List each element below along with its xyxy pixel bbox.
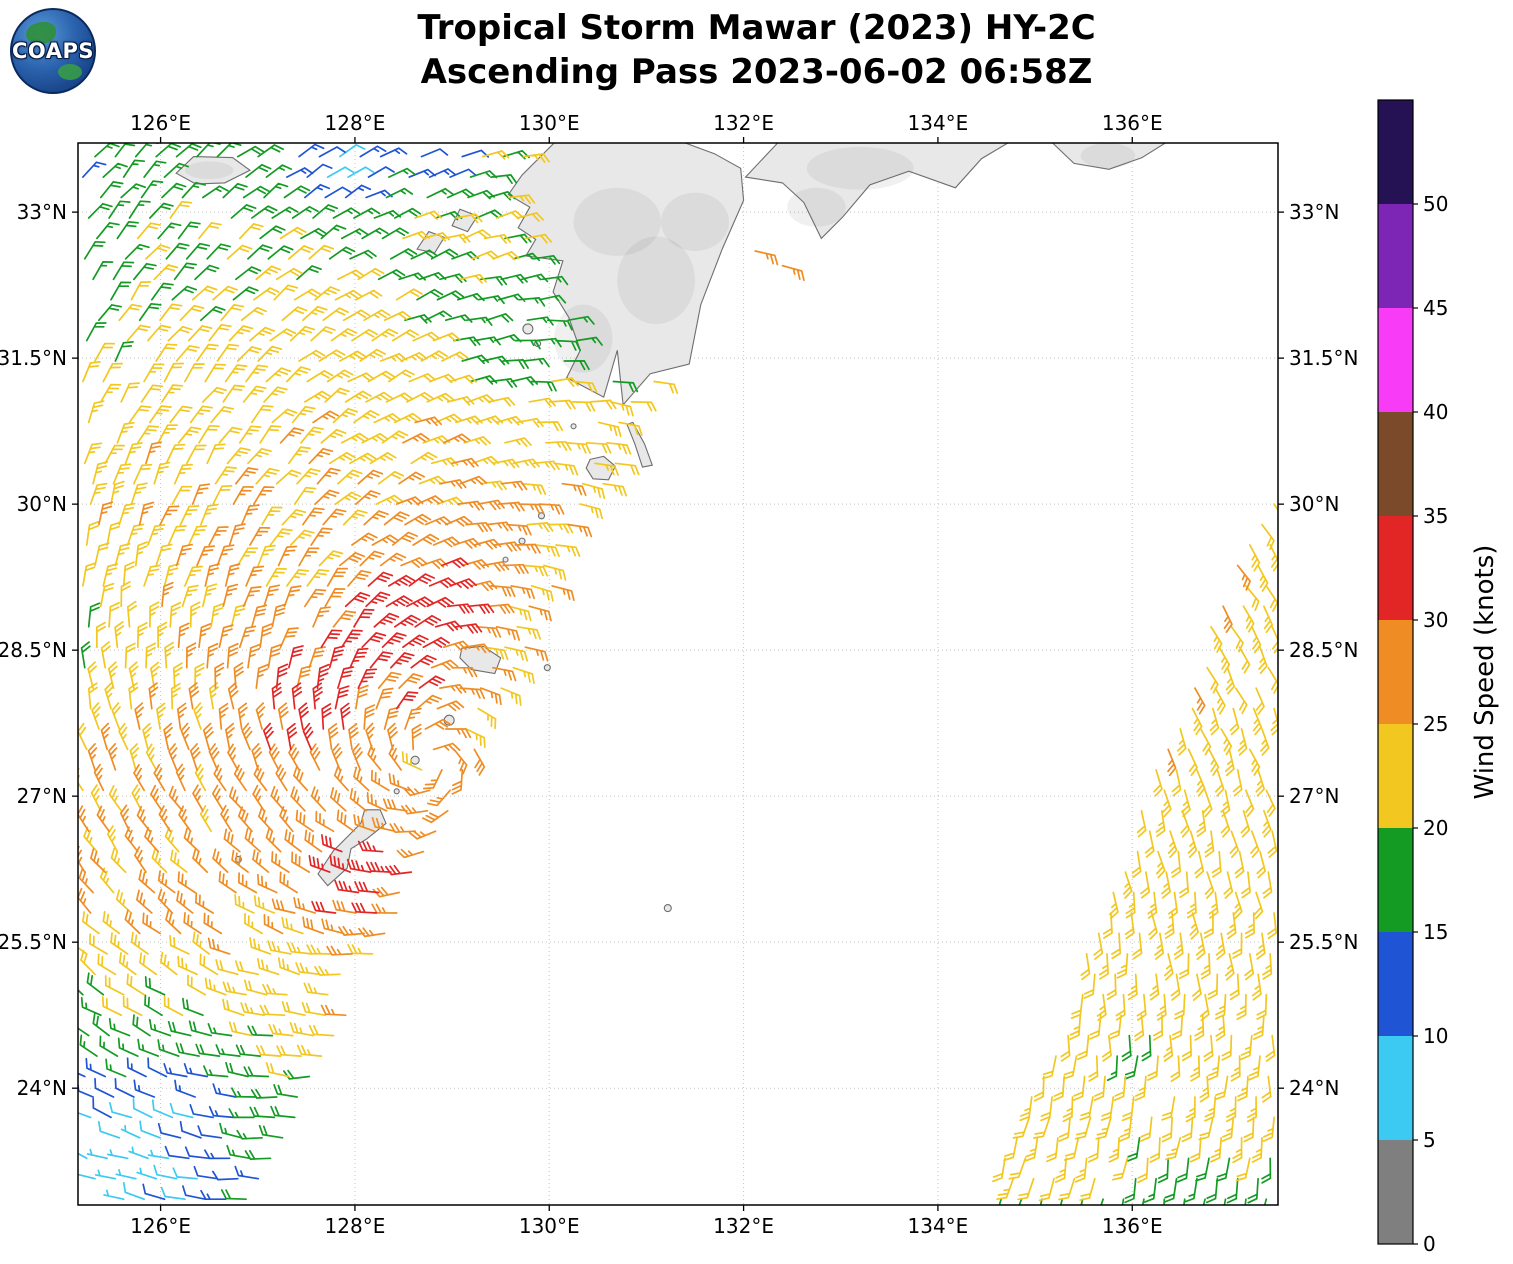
- x-tick-top: 130°E: [519, 111, 580, 135]
- terrain-shade: [660, 192, 730, 251]
- colorbar-tick-label: 45: [1423, 296, 1448, 320]
- colorbar-bin: [1378, 100, 1413, 204]
- x-tick-top: 128°E: [325, 111, 386, 135]
- figure-title: Tropical Storm Mawar (2023) HY-2C Ascend…: [0, 6, 1513, 94]
- y-tick-right: 24°N: [1289, 1076, 1339, 1100]
- small-island: [502, 556, 509, 563]
- x-tick-top: 134°E: [908, 111, 969, 135]
- colorbar-bin: [1378, 412, 1413, 516]
- coast-shikoku: [744, 143, 1009, 240]
- colorbar-tick-label: 5: [1423, 1128, 1436, 1152]
- y-tick-left: 25.5°N: [0, 930, 67, 954]
- colorbar-tick-label: 10: [1423, 1024, 1448, 1048]
- colorbar-axis-label: Wind Speed (knots): [1470, 545, 1500, 800]
- colorbar-bin: [1378, 932, 1413, 1036]
- colorbar-bin: [1378, 1140, 1413, 1244]
- x-tick-bottom: 130°E: [519, 1214, 580, 1238]
- colorbar-bin: [1378, 308, 1413, 412]
- small-island: [543, 664, 551, 672]
- logo-globe-land2-icon: [58, 64, 82, 80]
- y-tick-right: 27°N: [1289, 784, 1339, 808]
- colorbar-frame: [1377, 99, 1414, 1245]
- colorbar-bin: [1378, 620, 1413, 724]
- y-tick-left: 24°N: [17, 1076, 67, 1100]
- y-tick-left: 33°N: [17, 200, 67, 224]
- small-island: [537, 512, 546, 520]
- small-island: [522, 323, 534, 335]
- x-tick-bottom: 132°E: [713, 1214, 774, 1238]
- plot-area: [78, 143, 1278, 1205]
- coast-amami-oshima: [459, 645, 502, 675]
- y-tick-left: 31.5°N: [0, 346, 67, 370]
- x-tick-top: 136°E: [1102, 111, 1163, 135]
- coast-okinawa: [317, 809, 387, 887]
- colorbar-bin: [1378, 1036, 1413, 1140]
- colorbar-tick-label: 30: [1423, 608, 1448, 632]
- small-island: [393, 788, 400, 795]
- y-tick-left: 27°N: [17, 784, 67, 808]
- y-tick-right: 31.5°N: [1289, 346, 1359, 370]
- x-tick-bottom: 136°E: [1102, 1214, 1163, 1238]
- x-tick-bottom: 134°E: [908, 1214, 969, 1238]
- colorbar-tick-label: 35: [1423, 504, 1448, 528]
- y-tick-right: 30°N: [1289, 492, 1339, 516]
- x-tick-bottom: 126°E: [130, 1214, 191, 1238]
- colorbar-tick-label: 20: [1423, 816, 1448, 840]
- colorbar-tick-label: 0: [1423, 1232, 1436, 1256]
- plot-frame: [77, 142, 1279, 1206]
- coaps-logo-text: COAPS: [12, 39, 94, 63]
- y-tick-left: 28.5°N: [0, 638, 67, 662]
- coaps-logo: COAPS: [10, 8, 96, 94]
- coast-kii-peninsula: [1051, 143, 1167, 170]
- x-tick-top: 132°E: [713, 111, 774, 135]
- x-tick-top: 126°E: [130, 111, 191, 135]
- y-tick-left: 30°N: [17, 492, 67, 516]
- wind-barbs: [78, 143, 1278, 1205]
- terrain-shade: [806, 146, 914, 190]
- colorbar-tick-label: 50: [1423, 192, 1448, 216]
- terrain-shade: [1080, 143, 1136, 169]
- terrain-shade: [617, 236, 696, 324]
- colorbar-tick-label: 40: [1423, 400, 1448, 424]
- terrain-shade: [184, 161, 234, 180]
- colorbar-tick-label: 15: [1423, 920, 1448, 944]
- colorbar: 0 5 10 15 20 25 30 35 40 45 50 Wind Speed (knots): [1377, 99, 1500, 1256]
- terrain-shade: [787, 187, 846, 227]
- colorbar-bin: [1378, 828, 1413, 932]
- small-island: [518, 537, 526, 545]
- colorbar-bin: [1378, 724, 1413, 828]
- colorbar-bin: [1378, 204, 1413, 308]
- logo-globe-land-icon: [26, 22, 56, 44]
- small-island: [410, 755, 420, 765]
- y-tick-right: 28.5°N: [1289, 638, 1359, 662]
- coast-yakushima: [585, 455, 616, 481]
- axis-ticks: [72, 137, 1284, 1211]
- coastlines: [175, 143, 1167, 913]
- coast-kyushu: [507, 143, 745, 407]
- colorbar-tick-label: 25: [1423, 712, 1448, 736]
- y-tick-right: 25.5°N: [1289, 930, 1359, 954]
- y-tick-right: 33°N: [1289, 200, 1339, 224]
- terrain-shade: [573, 187, 661, 256]
- x-tick-bottom: 128°E: [325, 1214, 386, 1238]
- axis-labels: 126°E 126°E 128°E 128°E 130°E 130°E 132°E 132°E…: [0, 111, 1359, 1238]
- terrain-shade: [554, 304, 613, 373]
- title-line-2: Ascending Pass 2023-06-02 06:58Z: [420, 52, 1093, 93]
- colorbar-bin: [1378, 516, 1413, 620]
- small-island: [663, 904, 672, 913]
- small-island: [570, 423, 577, 430]
- title-line-1: Tropical Storm Mawar (2023) HY-2C: [417, 8, 1096, 48]
